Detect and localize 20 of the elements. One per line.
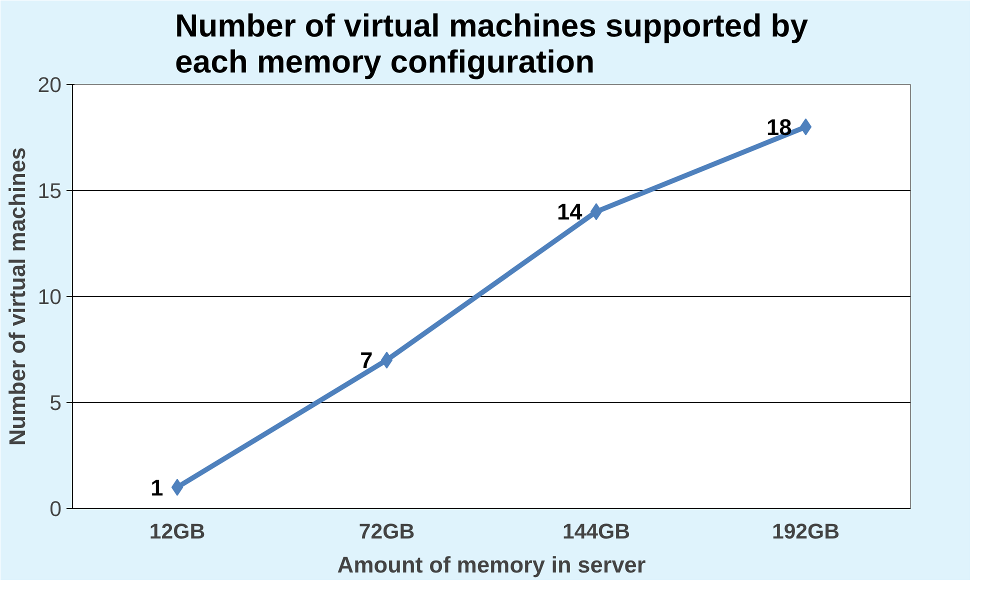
x-tick-label: 12GB [149,520,206,544]
data-label: 7 [360,347,373,374]
point [800,118,812,136]
y-tick-label: 5 [50,391,62,415]
data-label: 1 [150,474,164,500]
chart-title: Number of virtual machines supported by each memory configuration [175,8,808,80]
x-axis-title: Amount of memory in server [337,552,646,578]
point [171,478,184,496]
y-axis-title: Number of virtual machines [4,147,30,446]
x-tick-label: 72GB [358,520,415,544]
y-tick-label: 15 [38,179,62,203]
data-label: 14 [557,198,583,225]
y-tick-label: 10 [38,285,62,309]
y-tick-label: 0 [50,497,62,521]
x-tick-label: 144GB [562,520,630,544]
point [380,352,393,369]
x-tick-label: 192GB [772,520,840,544]
point [590,203,602,220]
data-label: 18 [766,114,792,140]
y-tick-label: 20 [38,73,62,97]
